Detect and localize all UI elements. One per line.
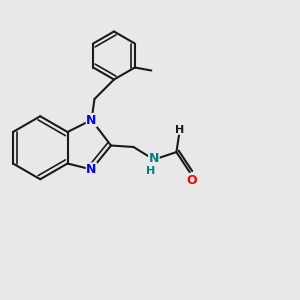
Text: H: H [146,166,155,176]
Text: H: H [175,124,184,135]
Text: N: N [86,113,97,127]
Text: O: O [186,173,197,187]
Text: N: N [86,163,97,176]
Text: N: N [149,152,159,165]
